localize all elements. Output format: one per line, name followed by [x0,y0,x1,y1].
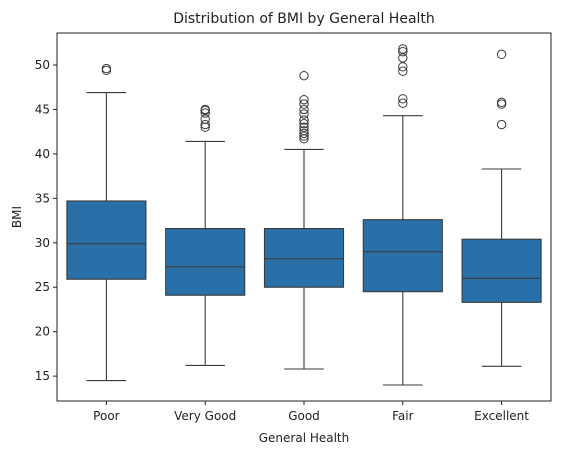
box-fair [362,44,443,386]
outlier-point [299,122,309,132]
outlier-point [496,97,507,108]
outlier-point [496,99,507,109]
y-tick-label: 15 [35,369,50,383]
y-tick-label: 25 [35,280,50,294]
y-tick-label: 50 [35,58,50,72]
y-axis-label: BMI [10,206,24,228]
iqr-box [263,228,345,288]
outlier-point [299,128,309,139]
iqr-box [165,228,246,296]
iqr-box [66,200,147,280]
outlier-point [496,119,507,130]
outlier-point [299,115,309,125]
outlier-point [299,109,309,119]
y-tick-label: 20 [35,325,50,339]
box-very-good [165,104,246,366]
x-tick-label: Good [288,409,320,423]
chart-title: Distribution of BMI by General Health [173,11,435,27]
outlier-point [398,44,408,54]
box-poor [66,63,147,382]
y-tick-label: 30 [35,236,50,250]
x-tick-label: Very Good [174,409,236,423]
outlier-point [200,119,210,130]
y-axis: 15 20 25 30 35 40 45 50 [35,58,57,383]
x-tick-label: Fair [392,409,413,423]
iqr-box [362,219,443,293]
box-good [263,70,345,370]
y-tick-label: 45 [35,102,50,116]
outlier-point [101,63,112,74]
y-tick-label: 40 [35,147,50,161]
outlier-point [299,70,309,81]
plot-area [66,44,542,386]
outlier-point [200,108,210,118]
x-axis: Poor Very Good Good Fair Excellent [93,401,529,423]
outlier-point [398,46,408,57]
outlier-point [398,98,408,108]
x-tick-label: Excellent [474,409,529,423]
outlier-point [398,94,408,104]
outlier-point [496,49,507,60]
x-axis-label: General Health [259,431,350,445]
box-excellent [461,49,542,367]
y-tick-label: 35 [35,191,50,205]
outlier-point [299,99,309,109]
outlier-point [299,126,309,136]
outlier-point [299,104,309,115]
outlier-point [299,118,309,129]
outlier-point [299,94,309,105]
outlier-point [101,65,112,76]
outlier-point [200,104,210,115]
outlier-point [398,66,408,76]
iqr-box [461,238,542,303]
x-tick-label: Poor [93,409,119,423]
